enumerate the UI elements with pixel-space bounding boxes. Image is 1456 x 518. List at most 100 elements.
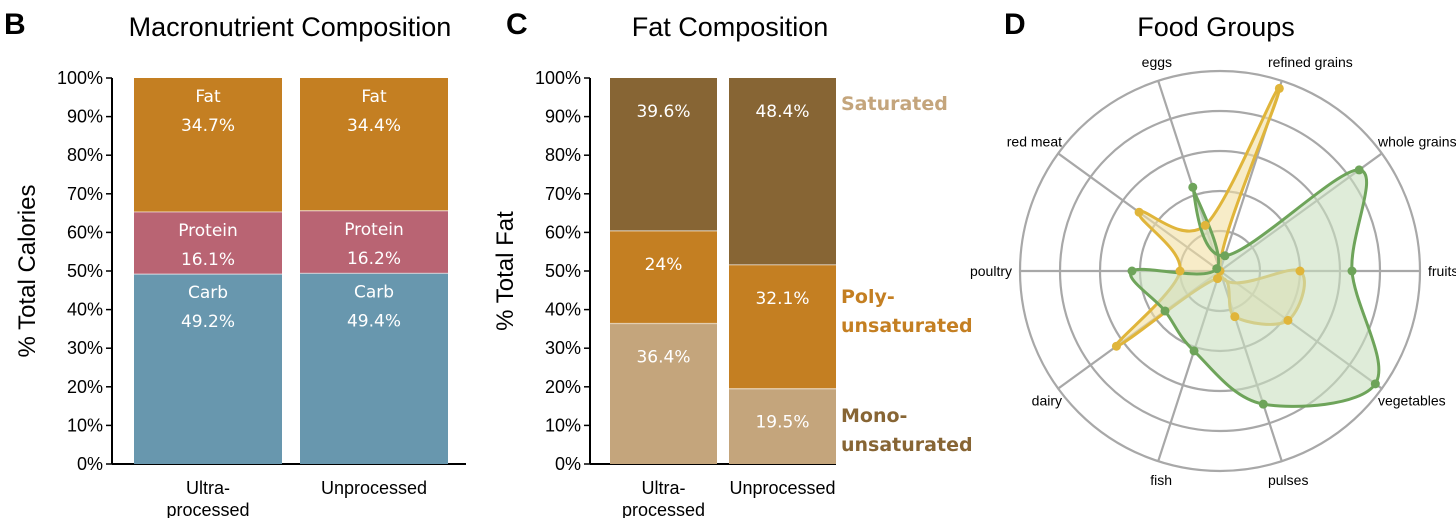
food-groups-radar: fruits whole grains refined grains eggs red … xyxy=(970,54,1456,488)
bar-carb-0 xyxy=(134,274,282,464)
radar-point-unprocessed-dairy xyxy=(1160,306,1170,316)
x-category-label-0: Ultra-processed xyxy=(166,478,249,518)
y-axis-label: % Total Calories xyxy=(14,185,41,358)
radar-axis-label-fish: fish xyxy=(1150,472,1172,488)
radar-axis-label-red-meat: red meat xyxy=(1007,134,1062,150)
y-tick-label: 90% xyxy=(545,107,581,127)
radar-point-unprocessed-eggs xyxy=(1188,182,1198,192)
bar-mono-unsaturated-0 xyxy=(610,78,717,231)
legend-line: Saturated xyxy=(841,93,948,115)
x-category-line: processed xyxy=(622,500,705,518)
radar-axis-label-vegetables: vegetables xyxy=(1378,392,1446,408)
y-tick-label: 80% xyxy=(67,145,103,165)
bar-poly-unsaturated-0 xyxy=(610,230,717,324)
bar-poly-unsaturated-1 xyxy=(729,264,836,389)
segment-value-fat: 34.7% xyxy=(181,116,235,136)
legend-line: unsaturated xyxy=(841,434,973,456)
segment-value-poly-unsaturated: 24% xyxy=(645,255,683,275)
y-tick-label: 40% xyxy=(545,300,581,320)
radar-axis-label-pulses: pulses xyxy=(1268,472,1308,488)
bar-protein-0 xyxy=(134,211,282,275)
y-tick-label: 100% xyxy=(57,68,103,88)
y-tick-label: 0% xyxy=(77,454,103,474)
radar-point-ultra-processed-pulses xyxy=(1230,312,1240,322)
x-category-line: Ultra- xyxy=(642,478,686,498)
radar-axis-label-eggs: eggs xyxy=(1142,54,1172,70)
x-category-line: Ultra- xyxy=(186,478,230,498)
segment-value-fat: 34.4% xyxy=(347,116,401,136)
segment-value-protein: 16.2% xyxy=(347,249,401,269)
radar-point-ultra-processed-refined-grains xyxy=(1274,83,1284,93)
chart-title-macronutrient: Macronutrient Composition xyxy=(129,12,452,42)
bar-saturated-0 xyxy=(610,323,717,464)
legend-line: Poly- xyxy=(841,286,895,308)
radar-point-ultra-processed-fruits xyxy=(1295,266,1305,276)
segment-value-saturated: 19.5% xyxy=(755,413,809,433)
legend-mono-unsaturated: Mono-unsaturated xyxy=(841,405,973,456)
radar-point-ultra-processed-fish xyxy=(1213,274,1223,284)
y-tick-label: 50% xyxy=(545,261,581,281)
segment-value-protein: 16.1% xyxy=(181,250,235,270)
legend-line: unsaturated xyxy=(841,315,973,337)
radar-point-unprocessed-vegetables xyxy=(1370,379,1380,389)
x-category-label-1: Unprocessed xyxy=(729,478,835,498)
x-category-line: Unprocessed xyxy=(729,478,835,498)
radar-axis-label-dairy: dairy xyxy=(1032,392,1062,408)
chart-title-fat: Fat Composition xyxy=(632,12,829,42)
radar-point-ultra-processed-dairy xyxy=(1111,341,1121,351)
radar-axis-label-whole-grains: whole grains xyxy=(1377,134,1456,150)
radar-point-ultra-processed-eggs xyxy=(1200,220,1210,230)
segment-name-protein: Protein xyxy=(344,220,404,240)
segment-value-mono-unsaturated: 48.4% xyxy=(755,102,809,122)
radar-point-unprocessed-refined-grains xyxy=(1220,251,1230,261)
radar-point-unprocessed-whole-grains xyxy=(1354,165,1364,175)
bar-saturated-1 xyxy=(729,388,836,464)
y-tick-label: 10% xyxy=(545,415,581,435)
radar-area-unprocessed xyxy=(1129,168,1381,408)
y-tick-label: 70% xyxy=(545,184,581,204)
segment-name-fat: Fat xyxy=(195,87,221,107)
bar-mono-unsaturated-1 xyxy=(729,78,836,265)
radar-point-ultra-processed-poultry xyxy=(1175,266,1185,276)
x-category-line: processed xyxy=(166,500,249,518)
x-category-label-0: Ultra-processed xyxy=(622,478,705,518)
legend-line: Mono- xyxy=(841,405,907,427)
y-tick-label: 60% xyxy=(545,222,581,242)
y-tick-label: 80% xyxy=(545,145,581,165)
macronutrient-chart: 0% 10% 20% 30% 40% 50% 60% 70% 80% 90% 100% % Total… xyxy=(14,68,466,518)
y-tick-label: 100% xyxy=(535,68,581,88)
bar-fat-0 xyxy=(134,78,282,212)
x-category-label-1: Unprocessed xyxy=(321,478,427,498)
radar-point-unprocessed-red-meat xyxy=(1212,264,1222,274)
bar-protein-1 xyxy=(300,210,448,274)
panel-letter-c: C xyxy=(506,8,528,41)
segment-name-fat: Fat xyxy=(361,87,387,107)
radar-point-unprocessed-poultry xyxy=(1127,266,1137,276)
y-tick-label: 30% xyxy=(67,338,103,358)
radar-axis-label-poultry: poultry xyxy=(970,263,1012,279)
fat-composition-chart: 0% 10% 20% 30% 40% 50% 60% 70% 80% 90% 100% % Total… xyxy=(492,68,973,518)
panel-letter-b: B xyxy=(4,8,26,41)
y-tick-label: 20% xyxy=(545,377,581,397)
y-tick-label: 0% xyxy=(555,454,581,474)
segment-name-carb: Carb xyxy=(354,282,394,302)
segment-value-poly-unsaturated: 32.1% xyxy=(755,289,809,309)
legend-saturated: Saturated xyxy=(841,93,948,115)
segment-value-mono-unsaturated: 39.6% xyxy=(636,102,690,122)
y-tick-label: 90% xyxy=(67,107,103,127)
radar-point-unprocessed-pulses xyxy=(1258,399,1268,409)
segment-name-protein: Protein xyxy=(178,221,238,241)
chart-title-food-groups: Food Groups xyxy=(1137,12,1295,42)
segment-value-carb: 49.2% xyxy=(181,312,235,332)
radar-point-ultra-processed-vegetables xyxy=(1283,315,1293,325)
segment-value-carb: 49.4% xyxy=(347,311,401,331)
y-tick-label: 50% xyxy=(67,261,103,281)
y-tick-label: 40% xyxy=(67,300,103,320)
y-tick-label: 20% xyxy=(67,377,103,397)
radar-point-unprocessed-fish xyxy=(1189,346,1199,356)
x-category-line: Unprocessed xyxy=(321,478,427,498)
y-tick-label: 60% xyxy=(67,222,103,242)
y-axis-label: % Total Fat xyxy=(492,211,519,331)
radar-axis-label-fruits: fruits xyxy=(1428,263,1456,279)
